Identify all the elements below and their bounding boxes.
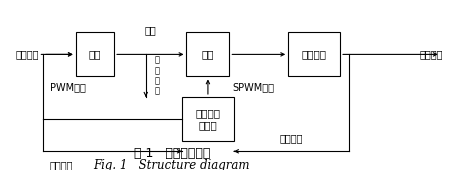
Text: SPWM驱动: SPWM驱动 (232, 82, 274, 92)
Text: 直流输入: 直流输入 (16, 49, 39, 59)
Text: 逻辑控制
与驱动: 逻辑控制 与驱动 (195, 108, 220, 130)
Text: PWM驱动: PWM驱动 (50, 82, 85, 92)
Text: 升压: 升压 (88, 49, 101, 59)
Text: 输入采样: 输入采样 (50, 160, 73, 170)
Bar (75, 32, 114, 76)
Bar (186, 32, 229, 76)
Bar (288, 32, 339, 76)
Bar (181, 97, 234, 141)
Text: 图 1   系统功能框图: 图 1 系统功能框图 (133, 147, 209, 160)
Text: 交流输出: 交流输出 (419, 49, 442, 59)
Text: 输出采样: 输出采样 (279, 133, 303, 143)
Text: 输出滤波: 输出滤波 (301, 49, 326, 59)
Text: 母
线
采
样: 母 线 采 样 (154, 56, 159, 96)
Text: 母线: 母线 (144, 26, 156, 36)
Text: 逆变: 逆变 (201, 49, 214, 59)
Text: Fig. 1   Structure diagram: Fig. 1 Structure diagram (93, 159, 249, 170)
